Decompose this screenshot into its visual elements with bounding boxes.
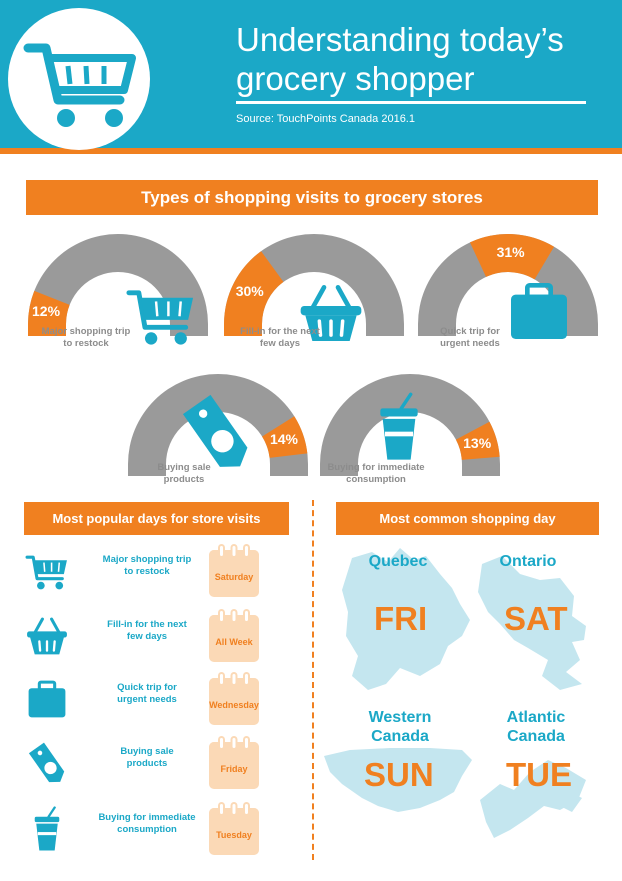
day-row: Fill-in for the next few days All Week	[24, 607, 290, 663]
basket-icon	[27, 617, 67, 655]
region-name: Ontario	[499, 553, 557, 570]
day-row: Buying for immediate consumption Tuesday	[24, 800, 290, 856]
briefcase-icon	[511, 283, 567, 339]
section-title-types: Types of shopping visits to grocery stor…	[26, 180, 598, 215]
day-name: Friday	[220, 764, 248, 774]
section-title-common: Most common shopping day	[336, 502, 599, 535]
calendar-icon: Friday	[208, 736, 260, 790]
gauge-3: 31%	[418, 228, 598, 358]
day-name: Saturday	[214, 572, 254, 582]
gauge-value-label: 12%	[32, 303, 61, 319]
day-visit-type: Buying sale products	[120, 746, 174, 769]
region-shopping-day: SAT	[504, 600, 568, 637]
day-visit-type: Buying for immediate consumption	[98, 812, 196, 835]
gauge-value-slice	[455, 421, 500, 460]
gauge-category-label: Buying sale products	[157, 462, 211, 485]
day-name: Wednesday	[209, 700, 259, 710]
region-shopping-day: FRI	[374, 600, 428, 637]
region-shopping-day: SUN	[364, 756, 434, 793]
day-visit-type: Major shopping trip to restock	[102, 554, 192, 577]
calendar-icon: Saturday	[208, 544, 260, 598]
price-tag-icon	[28, 742, 65, 783]
region-name: Western Canada	[368, 709, 432, 745]
page-title: Understanding today’s grocery shopper	[236, 20, 606, 98]
gauge-track	[128, 374, 308, 476]
day-name: All Week	[215, 637, 253, 647]
gauge-track	[28, 234, 208, 336]
gauge-1: 12%	[28, 228, 208, 358]
logo-badge	[8, 8, 150, 150]
gauge-category-label: Major shopping trip to restock	[41, 326, 131, 349]
day-row: Quick trip for urgent needs Wednesday	[24, 670, 290, 726]
section-title-days: Most popular days for store visits	[24, 502, 289, 535]
gauge-value-slice	[224, 251, 284, 336]
briefcase-icon	[28, 680, 66, 718]
gauge-value-slice	[28, 290, 70, 336]
day-icon-wrap	[24, 613, 74, 663]
gauge-5: 13%	[320, 368, 500, 498]
day-icon-wrap	[24, 740, 74, 790]
day-icon-wrap	[24, 806, 74, 856]
day-visit-type: Fill-in for the next few days	[107, 619, 187, 642]
day-icon-wrap	[24, 548, 74, 598]
region-name: Quebec	[368, 553, 428, 570]
day-name: Tuesday	[216, 830, 252, 840]
gauge-value-slice	[469, 234, 555, 280]
drink-cup-icon	[380, 392, 418, 460]
gauge-4: 14%	[128, 368, 308, 498]
gauge-value-label: 13%	[463, 435, 492, 452]
header-stripe	[0, 148, 622, 154]
region-shopping-day: TUE	[506, 756, 572, 793]
gauge-value-label: 30%	[235, 282, 264, 299]
shopping-cart-icon	[126, 290, 194, 345]
title-line-1: Understanding today’s	[236, 21, 564, 58]
gauge-track	[418, 234, 598, 336]
gauge-category-label: Fill-in for the next few days	[240, 326, 320, 349]
gauge-track	[320, 374, 500, 476]
calendar-icon: All Week	[208, 609, 260, 663]
drink-cup-icon	[34, 806, 60, 851]
region-name: Atlantic Canada	[506, 709, 566, 745]
calendar-icon: Wednesday	[208, 672, 260, 726]
day-row: Buying sale products Friday	[24, 734, 290, 790]
title-underline	[236, 101, 586, 104]
section-divider	[312, 500, 314, 860]
shopping-cart-icon	[23, 43, 136, 127]
gauge-category-label: Buying for immediate consumption	[327, 462, 425, 485]
gauge-category-label: Quick trip for urgent needs	[440, 326, 500, 349]
source-note: Source: TouchPoints Canada 2016.1	[236, 113, 415, 125]
gauge-2: 30%	[224, 228, 404, 358]
basket-icon	[300, 285, 362, 341]
day-visit-type: Quick trip for urgent needs	[117, 682, 177, 705]
day-icon-wrap	[24, 676, 74, 726]
gauge-value-slice	[262, 416, 308, 458]
calendar-icon: Tuesday	[208, 802, 260, 856]
gauge-value-label: 14%	[269, 431, 298, 448]
day-row: Major shopping trip to restock Saturday	[24, 542, 290, 598]
gauge-track	[224, 234, 404, 336]
title-line-2: grocery shopper	[236, 60, 475, 97]
price-tag-icon	[182, 394, 248, 467]
gauge-value-label: 31%	[496, 244, 525, 261]
shopping-cart-icon	[25, 555, 67, 590]
